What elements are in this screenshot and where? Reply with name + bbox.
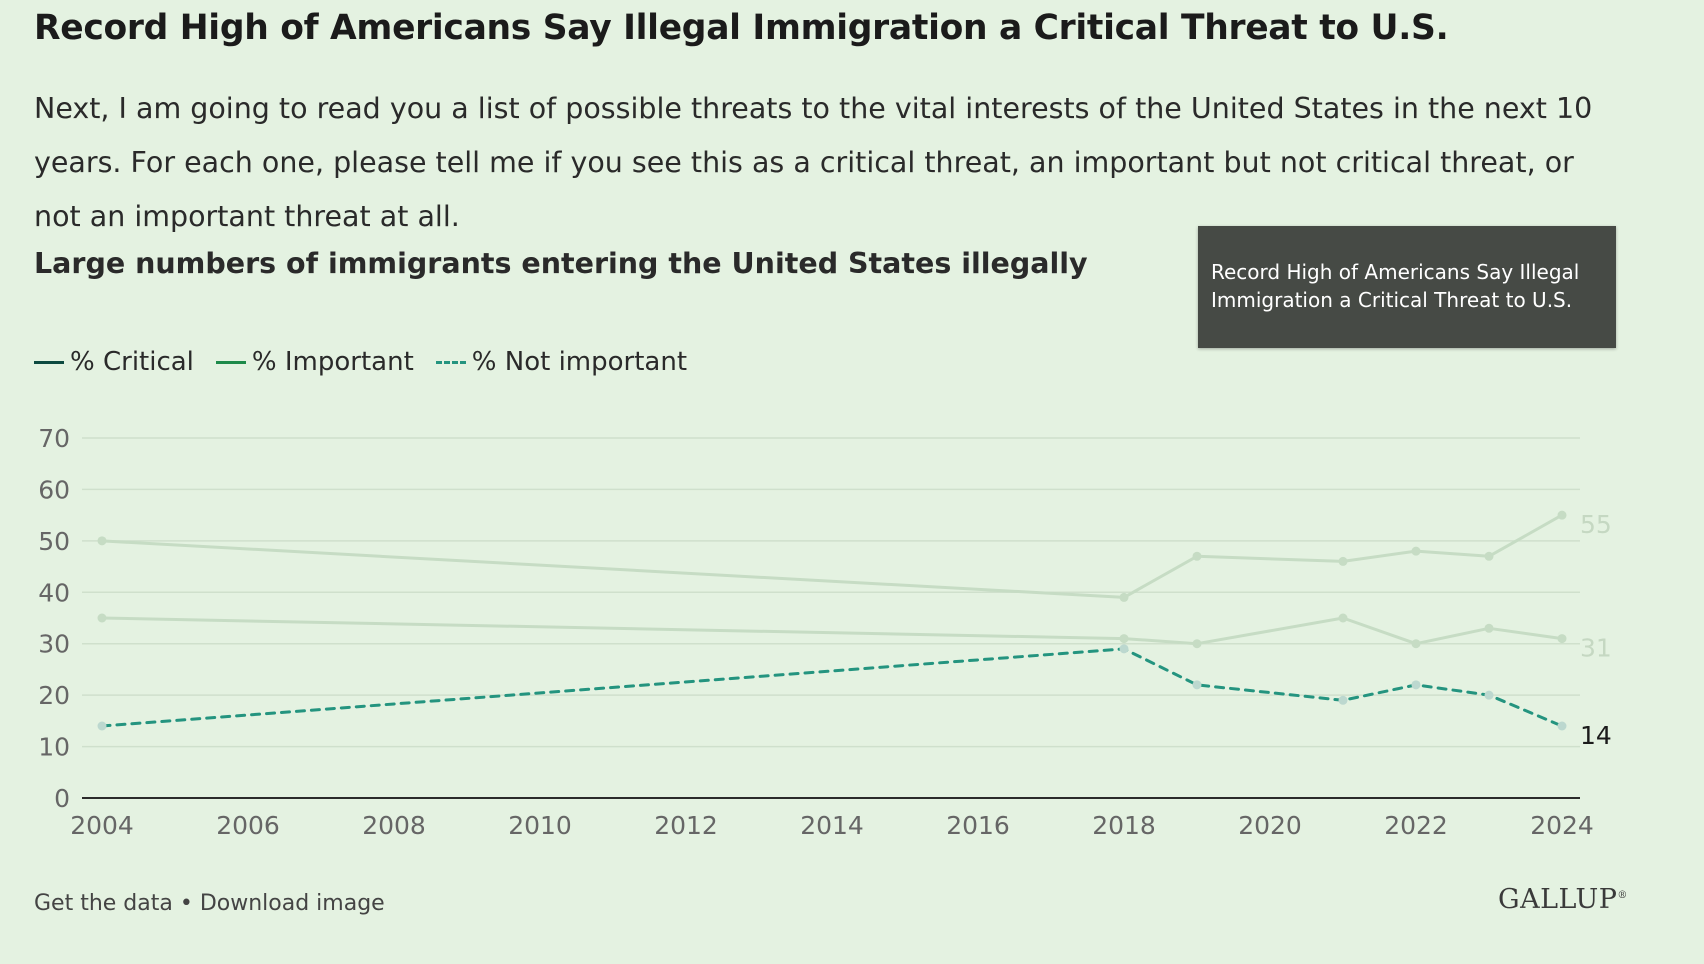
end-label-critical: 55 xyxy=(1580,510,1612,539)
data-point-critical-2024 xyxy=(1557,510,1567,520)
data-point-critical-2018 xyxy=(1119,592,1129,602)
data-point-not-important-2021 xyxy=(1338,695,1348,705)
data-point-not-important-2022 xyxy=(1411,680,1421,690)
y-tick-label-10: 10 xyxy=(38,733,70,762)
data-point-critical-2023 xyxy=(1484,551,1494,561)
y-tick-label-50: 50 xyxy=(38,527,70,556)
legend-item-not-important[interactable]: % Not important xyxy=(435,347,688,377)
y-tick-label-40: 40 xyxy=(38,578,70,607)
data-point-important-2018 xyxy=(1119,634,1129,644)
y-tick-label-60: 60 xyxy=(38,475,70,504)
data-point-important-2022 xyxy=(1411,639,1421,649)
gallup-logo-mark: ® xyxy=(1617,890,1628,901)
question-heading: Large numbers of immigrants entering the… xyxy=(34,247,1088,280)
legend-label-important: % Important xyxy=(251,347,414,377)
data-point-not-important-2019 xyxy=(1192,680,1202,690)
series-line-critical xyxy=(100,513,1564,599)
get-data-link[interactable]: Get the data xyxy=(34,891,173,916)
x-tick-label-2006: 2006 xyxy=(216,811,280,840)
data-point-not-important-2023 xyxy=(1484,690,1494,700)
data-point-critical-2021 xyxy=(1338,556,1348,566)
end-label-not-important: 14 xyxy=(1580,721,1612,750)
chart-tooltip: Record High of Americans Say Illegal Imm… xyxy=(1198,226,1616,348)
data-point-not-important-2004 xyxy=(97,721,107,731)
data-point-important-2023 xyxy=(1484,623,1494,633)
y-tick-label-30: 30 xyxy=(38,630,70,659)
footer-links: Get the data • Download image xyxy=(34,891,385,916)
x-tick-label-2022: 2022 xyxy=(1384,811,1448,840)
x-tick-label-2010: 2010 xyxy=(508,811,572,840)
download-image-link[interactable]: Download image xyxy=(199,891,385,916)
legend-swatch-critical xyxy=(34,360,64,364)
x-tick-label-2012: 2012 xyxy=(654,811,718,840)
data-point-important-2004 xyxy=(97,613,107,623)
legend-swatch-important xyxy=(215,360,246,364)
x-tick-label-2020: 2020 xyxy=(1238,811,1302,840)
data-point-important-2021 xyxy=(1338,613,1348,623)
x-tick-label-2014: 2014 xyxy=(800,811,864,840)
legend-item-critical[interactable]: % Critical xyxy=(34,347,194,377)
x-tick-label-2024: 2024 xyxy=(1530,811,1594,840)
legend-label-critical: % Critical xyxy=(70,347,194,377)
end-label-important: 31 xyxy=(1580,634,1612,663)
y-tick-label-20: 20 xyxy=(38,681,70,710)
data-point-critical-2022 xyxy=(1411,546,1421,556)
legend-item-important[interactable]: % Important xyxy=(215,347,414,377)
data-point-critical-2004 xyxy=(97,536,107,546)
chart-subtitle: Next, I am going to read you a list of p… xyxy=(34,92,1593,233)
data-point-not-important-2018 xyxy=(1119,644,1129,654)
chart-legend: % Critical % Important % Not important xyxy=(34,344,709,380)
x-tick-label-2004: 2004 xyxy=(70,811,134,840)
data-point-important-2024 xyxy=(1557,634,1567,644)
data-point-important-2019 xyxy=(1192,639,1202,649)
legend-label-not-important: % Not important xyxy=(471,347,688,377)
data-point-not-important-2024 xyxy=(1557,721,1567,731)
chart-title: Record High of Americans Say Illegal Imm… xyxy=(34,8,1449,48)
legend-swatch-not-important xyxy=(435,360,466,364)
x-tick-label-2008: 2008 xyxy=(362,811,426,840)
x-tick-label-2016: 2016 xyxy=(946,811,1010,840)
footer-separator: • xyxy=(172,891,200,916)
gallup-logo: GALLUP® xyxy=(1498,884,1628,915)
x-tick-label-2018: 2018 xyxy=(1092,811,1156,840)
gallup-logo-text: GALLUP xyxy=(1498,884,1618,915)
y-tick-label-70: 70 xyxy=(38,424,70,453)
series-line-not-important xyxy=(100,647,1564,728)
data-point-critical-2019 xyxy=(1192,551,1202,561)
y-tick-label-0: 0 xyxy=(54,784,70,813)
